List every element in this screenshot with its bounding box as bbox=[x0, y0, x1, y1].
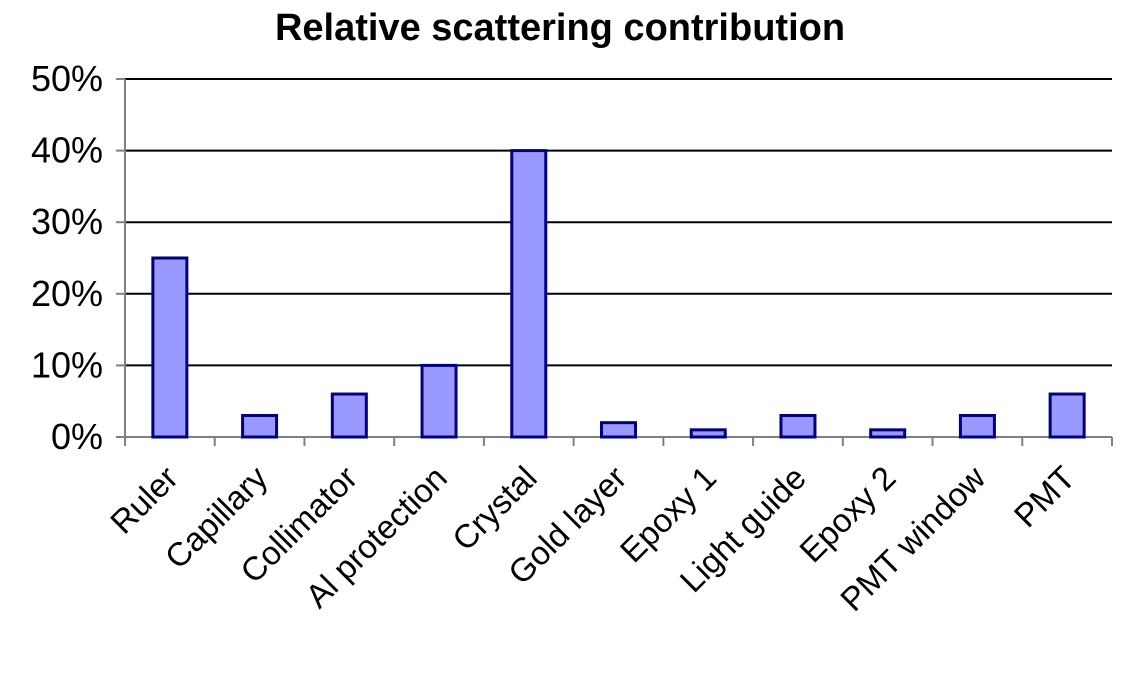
y-tick-label: 40% bbox=[31, 130, 103, 171]
x-tick-label: Ruler bbox=[103, 459, 185, 541]
y-tick-label: 30% bbox=[31, 201, 103, 242]
bar-gold-layer bbox=[600, 421, 637, 439]
bar-pmt bbox=[1048, 392, 1086, 439]
bar-capillary bbox=[241, 414, 279, 439]
y-tick-label: 10% bbox=[31, 344, 103, 385]
bar-epoxy-1 bbox=[689, 428, 727, 439]
y-tick-label: 50% bbox=[31, 58, 103, 99]
bar-crystal bbox=[510, 149, 548, 439]
bar-light-guide bbox=[779, 414, 817, 439]
chart-title: Relative scattering contribution bbox=[275, 7, 845, 49]
bar-ruler bbox=[151, 256, 189, 439]
bar-al-protection bbox=[420, 363, 458, 439]
y-tick-label: 20% bbox=[31, 273, 103, 314]
y-tick-label: 0% bbox=[51, 416, 103, 457]
bar-pmt-window bbox=[958, 414, 996, 439]
y-tick-labels: 0% 10% 20% 30% 40% 50% bbox=[31, 58, 103, 457]
bars bbox=[151, 149, 1086, 439]
grid-lines bbox=[125, 78, 1112, 367]
bar-epoxy-2 bbox=[869, 428, 907, 439]
bar-collimator bbox=[330, 392, 368, 439]
x-tick-label: PMT bbox=[1007, 459, 1082, 534]
axes bbox=[116, 78, 1113, 446]
